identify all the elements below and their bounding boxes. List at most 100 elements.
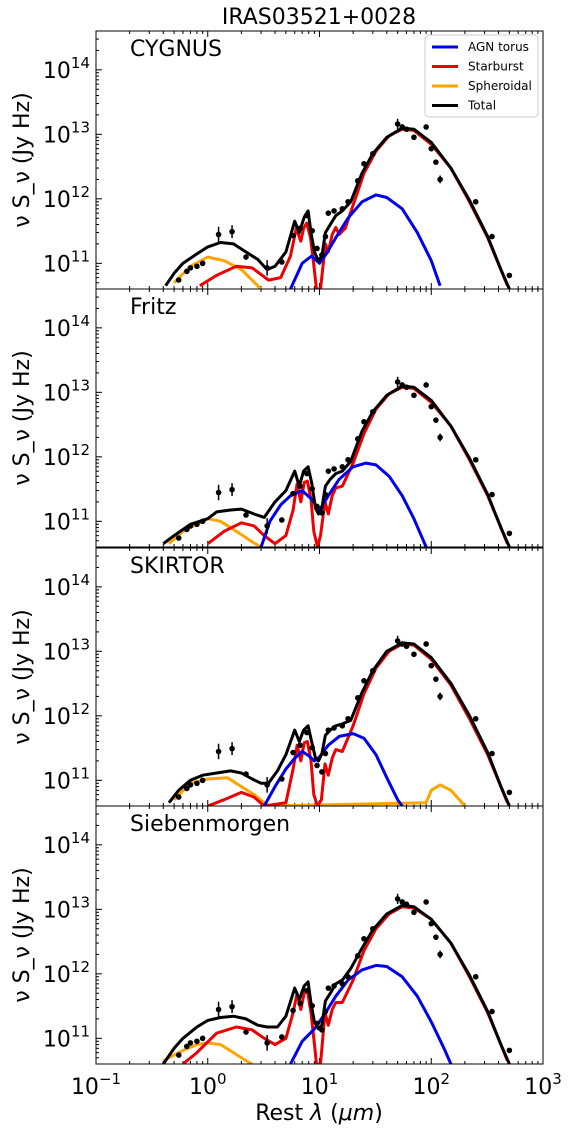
y-tick-label: 1013 — [43, 893, 90, 923]
data-point — [309, 227, 315, 234]
x-tick-label: 103 — [524, 1070, 562, 1100]
data-point — [199, 777, 206, 784]
data-point — [354, 695, 361, 701]
data-point — [322, 750, 329, 757]
data-point — [322, 233, 329, 240]
data-point — [319, 510, 325, 516]
data-point — [403, 643, 410, 650]
total-curve — [164, 126, 511, 289]
curves — [162, 893, 513, 1064]
x-tick-label: 102 — [412, 1070, 450, 1100]
data-point — [361, 677, 367, 684]
data-point — [411, 392, 417, 399]
y-tick-label: 1011 — [43, 247, 90, 277]
y-axis-label: ν S_ν (Jy Hz) — [10, 350, 35, 485]
legend-box — [424, 34, 539, 118]
y-tick-label: 1013 — [43, 118, 90, 148]
data-point — [361, 160, 367, 167]
data-point — [394, 379, 401, 385]
data-point — [370, 667, 376, 674]
curves — [162, 376, 513, 547]
data-point — [319, 252, 325, 258]
data-point — [264, 1040, 270, 1046]
data-point — [489, 491, 495, 498]
data-point — [399, 641, 406, 647]
data-point — [297, 1000, 303, 1007]
data-point — [322, 491, 329, 498]
data-point — [361, 418, 367, 425]
y-tick-label: 1012 — [43, 958, 90, 988]
data-point — [264, 782, 270, 788]
data-point — [290, 490, 296, 497]
data-point — [325, 210, 332, 216]
panel-siebenmorgen: 1011 1012 1013 1014 Siebenmorgen ν S_ν (Jy Hz… — [10, 805, 562, 1100]
data-point — [304, 729, 310, 736]
data-point — [394, 638, 401, 644]
data-point — [472, 456, 479, 463]
data-point — [433, 159, 439, 165]
data-point — [345, 715, 351, 722]
starburst-curve — [199, 127, 509, 289]
panel-skirtor: 1011 1012 1013 1014 SKIRTOR ν S_ν (Jy Hz) — [10, 547, 544, 807]
data-point — [399, 899, 406, 905]
data-point — [394, 896, 401, 902]
data-point — [194, 780, 200, 787]
data-point — [437, 176, 443, 183]
data-point — [489, 750, 495, 757]
data-point — [243, 254, 249, 260]
data-point — [437, 693, 443, 700]
data-point — [199, 518, 206, 525]
data-point — [279, 776, 285, 782]
data-point — [370, 150, 376, 157]
data-point — [309, 744, 315, 751]
x-axis-label: Rest λ (μm) — [255, 1101, 383, 1126]
data-point — [243, 1029, 249, 1035]
panel-name: CYGNUS — [130, 37, 222, 62]
data-point — [187, 523, 194, 529]
y-axis-label: ν S_ν (Jy Hz) — [10, 609, 35, 744]
data-point — [314, 245, 320, 252]
data-point — [290, 232, 296, 239]
data-point — [506, 789, 513, 796]
panel-name: SKIRTOR — [130, 554, 225, 579]
data-point — [423, 641, 429, 647]
data-point — [297, 483, 303, 490]
x-tick-label: 101 — [301, 1070, 339, 1100]
legend-label-agn: AGN torus — [468, 40, 529, 54]
data-point — [325, 727, 332, 733]
data-point — [339, 464, 346, 470]
legend-label-starburst: Starburst — [468, 60, 524, 74]
data-point — [297, 225, 303, 232]
y-tick-label: 1013 — [43, 635, 90, 665]
spheroidal-curve — [173, 776, 467, 806]
panel-cygnus: 1011 1012 1013 1014 CYGNUS ν S_ν (Jy Hz) AGN t… — [10, 30, 544, 290]
agn-curve — [259, 461, 428, 547]
data-point — [339, 723, 346, 729]
data-point — [399, 382, 406, 388]
data-point — [423, 382, 429, 388]
data-point — [472, 198, 479, 205]
data-point — [489, 1008, 495, 1015]
data-point — [428, 145, 435, 152]
data-point — [290, 1007, 296, 1014]
data-point — [243, 771, 249, 777]
data-point — [428, 920, 435, 927]
data-point — [423, 124, 429, 130]
starburst-curve — [207, 642, 509, 806]
data-point — [433, 934, 439, 940]
data-point — [331, 983, 337, 989]
data-point — [489, 233, 495, 240]
starburst-curve — [206, 385, 509, 547]
y-tick-label: 1012 — [43, 441, 90, 471]
data-point — [370, 408, 376, 415]
data-point — [345, 456, 351, 463]
data-point — [215, 748, 222, 755]
data-point — [175, 1052, 182, 1058]
data-point — [411, 651, 417, 658]
y-tick-label: 1014 — [43, 829, 90, 859]
data-point — [354, 436, 361, 442]
data-point — [264, 265, 270, 271]
legend-label-total: Total — [467, 99, 496, 113]
panel-name: Fritz — [130, 295, 176, 320]
y-axis-label: ν S_ν (Jy Hz) — [10, 867, 35, 1002]
